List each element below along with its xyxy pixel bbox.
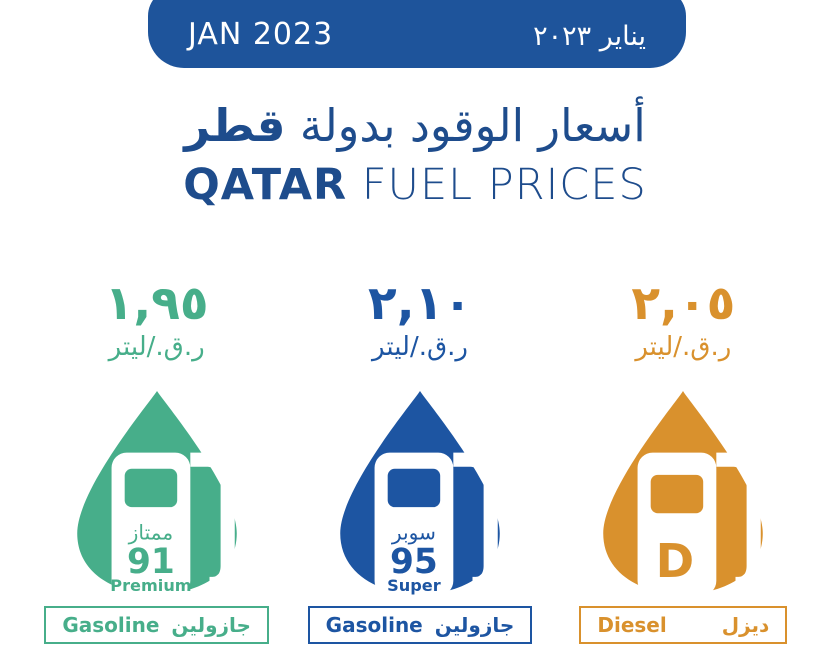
title-arabic-bold: قطر [184, 99, 286, 152]
month-banner: JAN 2023 يناير ٢٠٢٣ [148, 0, 686, 68]
price-super-95: ٢,١٠ [368, 276, 472, 331]
month-arabic: يناير ٢٠٢٣ [533, 21, 646, 52]
pump-grade-english: Premium [110, 576, 191, 595]
pump-hose [189, 452, 235, 592]
fuel-type-arabic: جازولين [434, 612, 515, 637]
pump-screen [651, 474, 704, 513]
title-english-bold: QATAR [183, 160, 348, 211]
month-english: JAN 2023 [188, 17, 334, 52]
price-unit-premium-91: ر.ق./ليتر [108, 331, 205, 362]
pump-screen [387, 468, 441, 507]
title-arabic-main: أسعار الوقود بدولة [299, 99, 646, 152]
fuel-type-english: Gasoline [62, 612, 160, 637]
fuel-drop-premium-91-icon: ممتاز 91 Premium [76, 390, 237, 596]
fuel-type-arabic: جازولين [171, 612, 251, 637]
fuel-type-label-super: Gasoline جازولين [307, 605, 533, 644]
fuel-columns: ١,٩٥ ر.ق./ليتر ممتاز 91 Premium Gasoline… [0, 278, 830, 668]
fuel-drop-diesel-icon: D [603, 390, 764, 596]
pump-grade-arabic: سوبر [391, 520, 436, 544]
fuel-column-premium-91: ١,٩٥ ر.ق./ليتر ممتاز 91 Premium Gasoline… [25, 278, 288, 668]
pump-grade-arabic: ممتاز [127, 520, 172, 544]
pump-grade-number: 91 [127, 541, 175, 581]
title-english: QATAR FUEL PRICES [0, 160, 830, 210]
price-diesel: ٢,٠٥ [631, 276, 736, 331]
pump-grade-letter: D [656, 534, 695, 588]
fuel-type-english: Diesel [597, 612, 667, 637]
pump-screen [124, 468, 177, 507]
price-unit-super-95: ر.ق./ليتر [372, 331, 468, 362]
price-unit-diesel: ر.ق./ليتر [635, 331, 732, 362]
fuel-type-label-diesel: Diesel ديزل [579, 605, 788, 644]
fuel-drop-super-95-icon: سوبر 95 Super [340, 390, 500, 596]
title-english-light: FUEL PRICES [347, 160, 647, 211]
fuel-column-diesel: ٢,٠٥ ر.ق./ليتر D Diesel ديزل [552, 278, 815, 668]
fuel-type-label-premium: Gasoline جازولين [44, 605, 269, 644]
pump-hose [453, 452, 498, 592]
fuel-type-english: Gasoline [325, 612, 423, 637]
fuel-type-arabic: ديزل [721, 612, 770, 637]
pump-hose [716, 452, 762, 592]
title-arabic: أسعار الوقود بدولة قطر [0, 98, 830, 154]
pump-grade-english: Super [387, 576, 441, 595]
pump-grade-number: 95 [390, 541, 438, 581]
fuel-column-super-95: ٢,١٠ ر.ق./ليتر سوبر 95 Super Gasoline جا… [288, 278, 551, 668]
title-block: أسعار الوقود بدولة قطر QATAR FUEL PRICES [0, 98, 830, 210]
price-premium-91: ١,٩٥ [104, 276, 209, 331]
